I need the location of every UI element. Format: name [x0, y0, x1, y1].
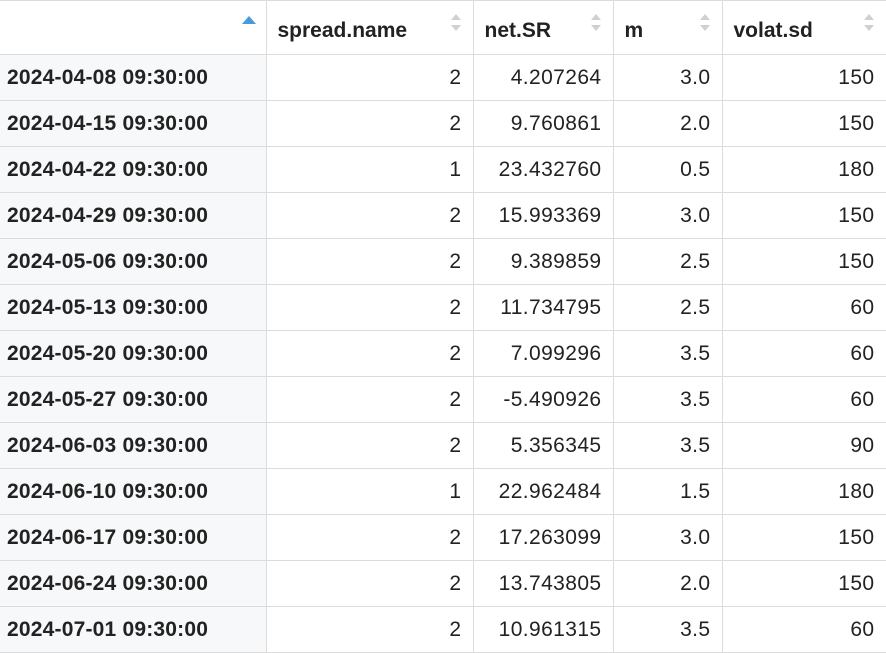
net-sr-cell: 22.962484 — [473, 468, 614, 515]
table-row: 2024-04-29 09:30:00 2 15.993369 3.0 150 — [0, 192, 886, 239]
net-sr-cell: 4.207264 — [473, 54, 614, 101]
spread-name-cell: 2 — [266, 330, 474, 377]
row-name-cell: 2024-05-27 09:30:00 — [0, 376, 267, 423]
net-sr-cell: 11.734795 — [473, 284, 614, 331]
row-name-cell: 2024-05-20 09:30:00 — [0, 330, 267, 377]
m-cell: 3.0 — [613, 192, 723, 239]
volat-sd-cell: 150 — [722, 560, 886, 607]
net-sr-cell: 5.356345 — [473, 422, 614, 469]
column-header-net-sr[interactable]: net.SR — [473, 0, 614, 55]
column-header-spread-name[interactable]: spread.name — [266, 0, 474, 55]
table-row: 2024-05-27 09:30:00 2 -5.490926 3.5 60 — [0, 376, 886, 423]
net-sr-cell: 7.099296 — [473, 330, 614, 377]
m-cell: 2.0 — [613, 100, 723, 147]
m-cell: 3.5 — [613, 376, 723, 423]
volat-sd-cell: 60 — [722, 284, 886, 331]
row-name-cell: 2024-04-22 09:30:00 — [0, 146, 267, 193]
column-header-label — [0, 28, 11, 34]
table-row: 2024-05-20 09:30:00 2 7.099296 3.5 60 — [0, 330, 886, 377]
volat-sd-cell: 60 — [722, 376, 886, 423]
spread-name-cell: 2 — [266, 238, 474, 285]
volat-sd-cell: 180 — [722, 468, 886, 515]
sort-ascending-icon[interactable] — [241, 16, 256, 24]
table-row: 2024-04-22 09:30:00 1 23.432760 0.5 180 — [0, 146, 886, 193]
m-cell: 0.5 — [613, 146, 723, 193]
column-header-label: net.SR — [484, 18, 552, 42]
m-cell: 3.5 — [613, 422, 723, 469]
volat-sd-cell: 150 — [722, 192, 886, 239]
table-row: 2024-07-01 09:30:00 2 10.961315 3.5 60 — [0, 606, 886, 653]
spread-name-cell: 2 — [266, 560, 474, 607]
m-cell: 3.5 — [613, 606, 723, 653]
volat-sd-cell: 90 — [722, 422, 886, 469]
sort-icon[interactable] — [863, 14, 874, 34]
net-sr-cell: 9.389859 — [473, 238, 614, 285]
spread-name-cell: 2 — [266, 606, 474, 653]
row-name-cell: 2024-05-06 09:30:00 — [0, 238, 267, 285]
spread-name-cell: 1 — [266, 146, 474, 193]
m-cell: 2.5 — [613, 284, 723, 331]
column-header-volat-sd[interactable]: volat.sd — [722, 0, 886, 55]
table-row: 2024-06-24 09:30:00 2 13.743805 2.0 150 — [0, 560, 886, 607]
table-row: 2024-06-03 09:30:00 2 5.356345 3.5 90 — [0, 422, 886, 469]
m-cell: 2.5 — [613, 238, 723, 285]
volat-sd-cell: 150 — [722, 514, 886, 561]
column-header-rownames[interactable] — [0, 0, 267, 55]
spread-name-cell: 2 — [266, 422, 474, 469]
volat-sd-cell: 150 — [722, 54, 886, 101]
m-cell: 3.5 — [613, 330, 723, 377]
table-row: 2024-04-15 09:30:00 2 9.760861 2.0 150 — [0, 100, 886, 147]
row-name-cell: 2024-04-08 09:30:00 — [0, 54, 267, 101]
column-header-label: volat.sd — [733, 18, 813, 42]
sort-icon[interactable] — [699, 14, 710, 34]
table-row: 2024-04-08 09:30:00 2 4.207264 3.0 150 — [0, 54, 886, 101]
row-name-cell: 2024-06-10 09:30:00 — [0, 468, 267, 515]
row-name-cell: 2024-04-15 09:30:00 — [0, 100, 267, 147]
volat-sd-cell: 60 — [722, 606, 886, 653]
sort-icon[interactable] — [590, 14, 601, 34]
m-cell: 3.0 — [613, 54, 723, 101]
table-row: 2024-05-13 09:30:00 2 11.734795 2.5 60 — [0, 284, 886, 331]
volat-sd-cell: 150 — [722, 100, 886, 147]
m-cell: 2.0 — [613, 560, 723, 607]
table-row: 2024-06-17 09:30:00 2 17.263099 3.0 150 — [0, 514, 886, 561]
spread-name-cell: 2 — [266, 284, 474, 331]
table-row: 2024-05-06 09:30:00 2 9.389859 2.5 150 — [0, 238, 886, 285]
header-row: spread.name net.SR m volat.sd — [0, 0, 886, 55]
spread-name-cell: 2 — [266, 514, 474, 561]
m-cell: 1.5 — [613, 468, 723, 515]
row-name-cell: 2024-06-17 09:30:00 — [0, 514, 267, 561]
net-sr-cell: 17.263099 — [473, 514, 614, 561]
spread-name-cell: 2 — [266, 54, 474, 101]
row-name-cell: 2024-07-01 09:30:00 — [0, 606, 267, 653]
table-row: 2024-06-10 09:30:00 1 22.962484 1.5 180 — [0, 468, 886, 515]
net-sr-cell: 23.432760 — [473, 146, 614, 193]
spread-name-cell: 2 — [266, 376, 474, 423]
row-name-cell: 2024-06-03 09:30:00 — [0, 422, 267, 469]
net-sr-cell: 9.760861 — [473, 100, 614, 147]
net-sr-cell: -5.490926 — [473, 376, 614, 423]
volat-sd-cell: 150 — [722, 238, 886, 285]
m-cell: 3.0 — [613, 514, 723, 561]
column-header-m[interactable]: m — [613, 0, 723, 55]
net-sr-cell: 13.743805 — [473, 560, 614, 607]
row-name-cell: 2024-06-24 09:30:00 — [0, 560, 267, 607]
column-header-label: m — [624, 18, 644, 42]
row-name-cell: 2024-04-29 09:30:00 — [0, 192, 267, 239]
net-sr-cell: 10.961315 — [473, 606, 614, 653]
volat-sd-cell: 180 — [722, 146, 886, 193]
spread-name-cell: 1 — [266, 468, 474, 515]
sort-icon[interactable] — [450, 14, 461, 34]
column-header-label: spread.name — [277, 18, 408, 42]
spread-name-cell: 2 — [266, 192, 474, 239]
row-name-cell: 2024-05-13 09:30:00 — [0, 284, 267, 331]
net-sr-cell: 15.993369 — [473, 192, 614, 239]
spread-name-cell: 2 — [266, 100, 474, 147]
volat-sd-cell: 60 — [722, 330, 886, 377]
